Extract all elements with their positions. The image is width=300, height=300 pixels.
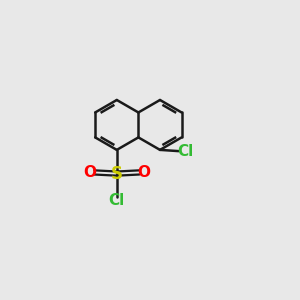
Text: Cl: Cl: [178, 144, 194, 159]
Text: O: O: [83, 165, 96, 180]
Text: Cl: Cl: [109, 193, 125, 208]
Text: S: S: [111, 165, 123, 183]
Text: O: O: [137, 165, 150, 180]
